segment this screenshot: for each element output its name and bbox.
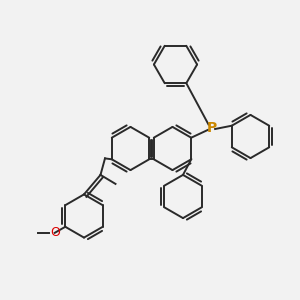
Text: O: O xyxy=(50,226,60,239)
Text: P: P xyxy=(206,121,217,134)
